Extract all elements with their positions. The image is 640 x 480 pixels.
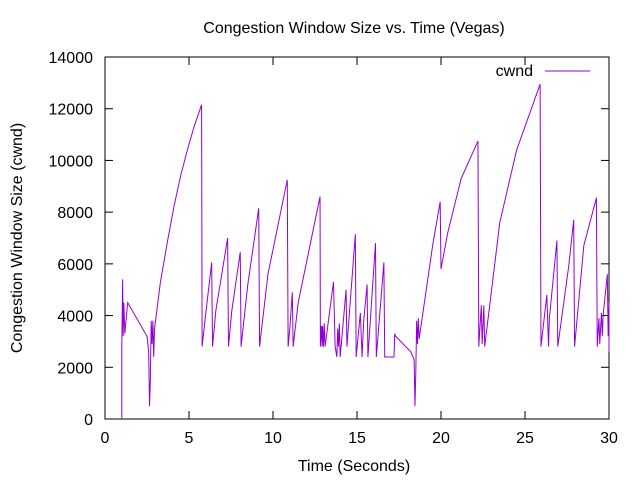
y-tick-label: 8000 bbox=[57, 205, 93, 222]
x-tick-label: 25 bbox=[516, 430, 534, 447]
y-tick-label: 14000 bbox=[49, 50, 94, 67]
y-tick-label: 2000 bbox=[57, 360, 93, 377]
x-tick-label: 0 bbox=[101, 430, 110, 447]
plot-frame bbox=[104, 56, 610, 420]
x-tick-label: 10 bbox=[264, 430, 282, 447]
x-axis-label: Time (Seconds) bbox=[298, 458, 410, 475]
series-line-cwnd bbox=[121, 83, 610, 419]
series-layer bbox=[121, 83, 610, 419]
legend: cwnd bbox=[496, 63, 590, 80]
y-tick-label: 10000 bbox=[49, 153, 94, 170]
y-tick-label: 12000 bbox=[49, 102, 94, 119]
y-tick-label: 0 bbox=[84, 412, 93, 429]
x-tick-label: 30 bbox=[600, 430, 618, 447]
chart-title: Congestion Window Size vs. Time (Vegas) bbox=[203, 20, 504, 37]
y-axis-label: Congestion Window Size (cwnd) bbox=[9, 123, 26, 353]
legend-label: cwnd bbox=[496, 63, 533, 80]
x-tick-label: 15 bbox=[348, 430, 366, 447]
x-tick-label: 5 bbox=[185, 430, 194, 447]
y-axis-ticks: 0 2000 4000 6000 8000 10000 12000 14000 bbox=[49, 50, 609, 429]
y-tick-label: 4000 bbox=[57, 309, 93, 326]
y-tick-label: 6000 bbox=[57, 257, 93, 274]
x-tick-label: 20 bbox=[432, 430, 450, 447]
x-axis-ticks: 0 5 10 15 20 25 30 bbox=[101, 57, 618, 447]
